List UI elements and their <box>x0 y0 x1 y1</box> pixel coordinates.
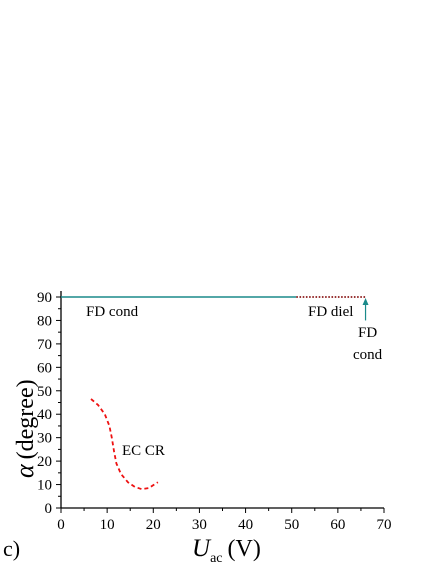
x-axis-unit: (V) <box>228 536 261 562</box>
arrow-layer <box>362 298 369 321</box>
annotation-fd-diel: FD diel <box>308 304 353 320</box>
series-line-dashed <box>90 398 159 491</box>
y-tick-label-80: 80 <box>37 313 52 329</box>
y-tick-label-0: 0 <box>45 501 53 517</box>
y-tick-label-90: 90 <box>37 290 52 306</box>
y-tick-label-40: 40 <box>37 407 52 423</box>
x-tick-label-10: 10 <box>100 517 115 533</box>
annotation-ec-cr: EC CR <box>122 443 165 459</box>
x-axis-symbol: U <box>192 535 212 562</box>
x-tick-label-40: 40 <box>238 517 253 533</box>
x-axis-subscript: ac <box>210 551 222 564</box>
y-tick-label-70: 70 <box>37 337 52 353</box>
y-axis-symbol: α <box>10 463 39 478</box>
x-tick-label-50: 50 <box>284 517 299 533</box>
arrow-head <box>362 298 369 305</box>
y-axis-title: α (degree) <box>10 379 39 478</box>
annotation-fd-cond-arrow-label-1: FD <box>358 325 377 341</box>
panel-label: c) <box>3 536 20 561</box>
y-tick-label-60: 60 <box>37 360 52 376</box>
y-tick-label-50: 50 <box>37 384 52 400</box>
x-tick-label-20: 20 <box>146 517 161 533</box>
x-tick-label-30: 30 <box>192 517 207 533</box>
plot-area <box>60 291 384 509</box>
ticks-layer: 0 10 20 30 40 50 60 70 0 10 20 30 40 50 60 70 80 90 <box>37 290 392 533</box>
annotation-fd-cond-arrow-label-2: cond <box>353 347 383 363</box>
y-tick-label-30: 30 <box>37 431 52 447</box>
x-tick-label-60: 60 <box>330 517 345 533</box>
annotation-fd-cond: FD cond <box>86 304 139 320</box>
y-axis-unit: (degree) <box>13 379 39 459</box>
series-layer <box>61 296 366 491</box>
x-tick-label-70: 70 <box>377 517 392 533</box>
y-tick-label-10: 10 <box>37 478 52 494</box>
x-tick-label-0: 0 <box>57 517 65 533</box>
x-axis-title: Uac (V) <box>192 535 261 564</box>
y-tick-label-20: 20 <box>37 454 52 470</box>
